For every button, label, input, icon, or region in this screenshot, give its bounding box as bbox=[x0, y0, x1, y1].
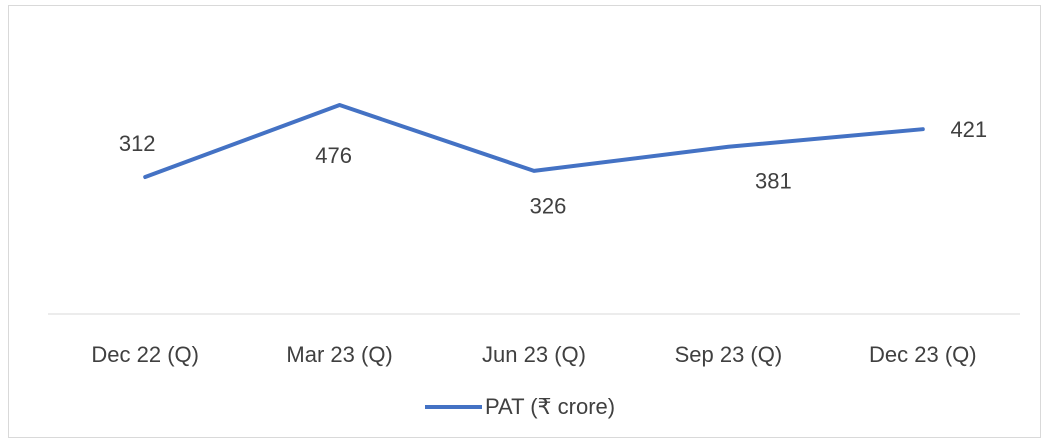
data-line bbox=[143, 103, 925, 180]
x-tick-label: Jun 23 (Q) bbox=[482, 342, 586, 367]
data-label: 421 bbox=[950, 117, 987, 142]
data-label: 381 bbox=[755, 169, 792, 194]
x-tick-label: Dec 23 (Q) bbox=[869, 342, 977, 367]
data-label: 476 bbox=[315, 143, 352, 168]
data-label: 326 bbox=[530, 194, 567, 219]
data-label: 312 bbox=[119, 131, 156, 156]
chart-frame bbox=[8, 5, 1041, 438]
x-tick-label: Dec 22 (Q) bbox=[91, 342, 199, 367]
x-tick-label: Sep 23 (Q) bbox=[675, 342, 783, 367]
legend-label: PAT (₹ crore) bbox=[485, 394, 615, 419]
x-tick-label: Mar 23 (Q) bbox=[286, 342, 392, 367]
